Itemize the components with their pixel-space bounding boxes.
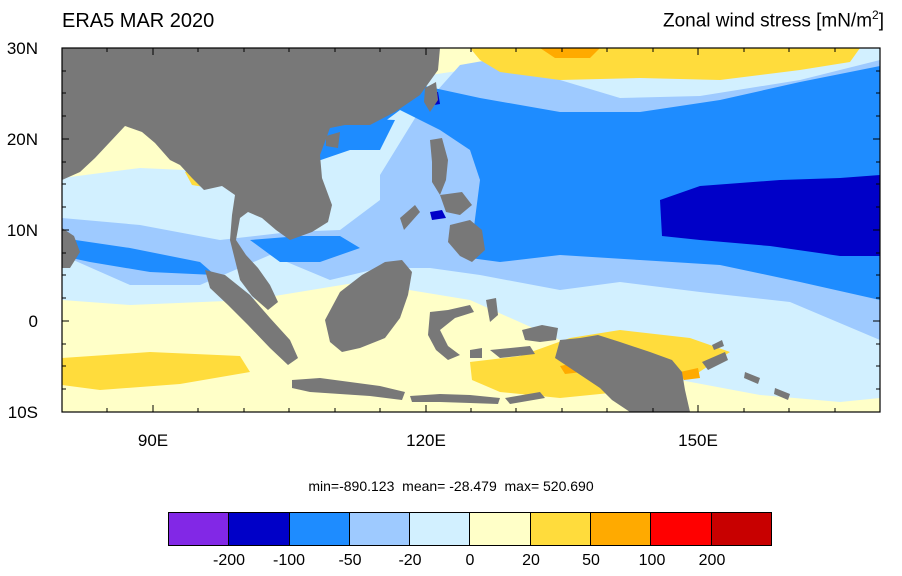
field-50-100 (540, 48, 600, 58)
colorbar (168, 512, 772, 546)
colorbar-box-1 (169, 513, 230, 545)
colorbar-label: 0 (465, 552, 475, 569)
land-seram (490, 346, 535, 358)
variable-title-suffix: ] (878, 10, 884, 32)
land-java (292, 378, 405, 400)
lon-label-90e: 90E (138, 431, 168, 450)
colorbar-box-2 (229, 513, 290, 545)
land-hainan (326, 132, 340, 148)
land-new-britain (702, 352, 728, 370)
colorbar-box-7 (530, 513, 592, 545)
field-statistics: min=-890.123 mean= -28.479 max= 520.690 (308, 478, 594, 494)
land-mindanao (448, 220, 485, 262)
colorbar-box-3 (289, 513, 350, 545)
map-field (62, 48, 880, 412)
colorbar-box-5 (410, 513, 471, 545)
land-new-ireland (712, 340, 724, 350)
land-timor (505, 392, 545, 404)
lon-label-150e: 150E (678, 431, 718, 450)
land-visayas (440, 192, 472, 215)
colorbar-label: -100 (272, 552, 306, 569)
land-india-tip (62, 228, 80, 268)
land-luzon (430, 138, 448, 195)
map-figure: 30N 20N 10N 0 10S 90E 120E 150E (7, 39, 881, 450)
land-vogelkop (522, 325, 558, 342)
colorbar-box-10 (711, 513, 771, 545)
colorbar-label: -50 (338, 552, 362, 569)
colorbar-label: 100 (638, 552, 666, 569)
field-20-50-io (62, 352, 250, 390)
lat-label-10s: 10S (8, 403, 38, 422)
variable-title-superscript: 2 (872, 8, 879, 22)
land-halmahera (486, 298, 498, 322)
variable-title: Zonal wind stress [mN/m2] (663, 8, 884, 32)
lat-label-20n: 20N (7, 130, 38, 149)
land-solomon2 (774, 388, 790, 400)
lat-label-30n: 30N (7, 39, 38, 58)
land-asia (62, 48, 440, 310)
land-sulawesi (428, 305, 474, 360)
map-title: ERA5 MAR 2020 (62, 10, 215, 32)
land-solomon (744, 372, 760, 384)
colorbar-box-4 (349, 513, 411, 545)
field-neg200-100 (660, 175, 880, 256)
colorbar-label: 20 (522, 552, 540, 569)
colorbar-label: -20 (398, 552, 422, 569)
land (62, 48, 790, 412)
land-sumatra (205, 270, 298, 365)
lon-label-120e: 120E (406, 431, 446, 450)
colorbar-label: -200 (212, 552, 246, 569)
field-neg100-50-gulf (250, 236, 360, 262)
variable-title-text: Zonal wind stress [mN/m (662, 10, 873, 32)
field-neg200-100-phil (430, 210, 446, 220)
colorbar-label: 50 (582, 552, 600, 569)
colorbar-box-8 (591, 513, 652, 545)
land-borneo (325, 260, 412, 352)
colorbar-label: 200 (698, 552, 726, 569)
lat-label-0: 0 (29, 312, 38, 331)
colorbar-box-6 (470, 513, 531, 545)
lat-label-10n: 10N (7, 221, 38, 240)
tick-marks (62, 47, 880, 413)
land-lesser-sunda (410, 394, 500, 404)
land-palawan (400, 205, 420, 230)
field-neg100-50-scs (300, 118, 395, 162)
land-new-guinea (555, 335, 690, 412)
land-buru (470, 348, 482, 358)
land-taiwan (424, 82, 438, 112)
field-neg100-50-west (62, 238, 215, 275)
colorbar-box-9 (651, 513, 712, 545)
field-50-100-c (680, 368, 700, 380)
